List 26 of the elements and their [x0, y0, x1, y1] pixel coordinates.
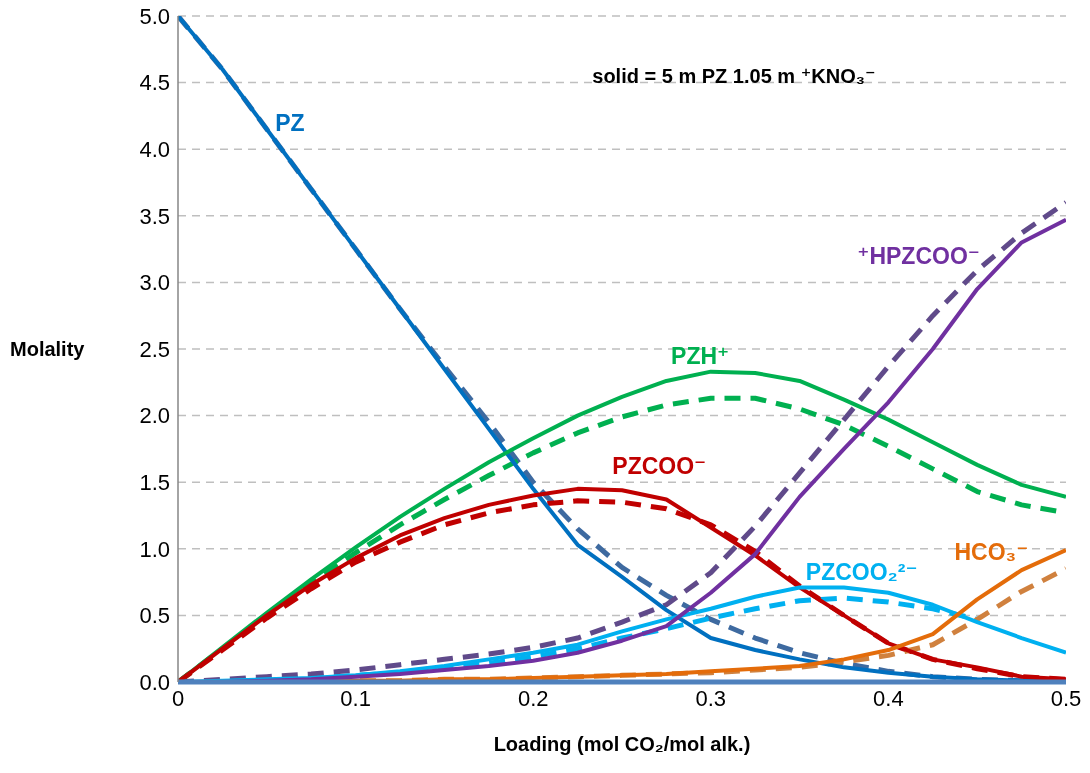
y-axis-title: Molality: [10, 338, 86, 361]
series-label: HCO₃⁻: [954, 538, 1029, 565]
y-tick-label: 1.0: [139, 536, 170, 562]
y-tick-label: 0.0: [139, 669, 170, 695]
series-label: PZCOO₂²⁻: [805, 558, 918, 585]
x-tick-label: 0.5: [1050, 685, 1082, 711]
x-tick-label: 0.1: [340, 685, 371, 711]
x-tick-label: 0: [171, 685, 185, 711]
y-tick-label: 0.5: [139, 603, 170, 629]
x-tick-label: 0.2: [517, 685, 549, 711]
y-tick-label: 5.0: [139, 3, 170, 29]
series-label: PZH⁺: [671, 342, 730, 369]
y-tick-label: 4.5: [139, 70, 170, 96]
series-label: ⁺HPZCOO⁻: [857, 242, 980, 269]
y-tick-label: 3.0: [139, 270, 170, 296]
series-label: PZ: [275, 109, 305, 136]
annotation: solid = 5 m PZ 1.05 m ⁺KNO₃⁻: [592, 65, 876, 88]
y-tick-label: 2.5: [139, 336, 170, 362]
y-tick-label: 2.0: [139, 403, 170, 429]
x-tick-label: 0.4: [873, 685, 904, 711]
x-axis-title: Loading (mol CO₂/mol alk.): [493, 733, 751, 755]
y-tick-label: 4.0: [139, 137, 170, 163]
x-tick-label: 0.3: [695, 685, 727, 711]
y-tick-label: 3.5: [139, 203, 170, 229]
series-label: PZCOO⁻: [612, 453, 707, 480]
y-tick-label: 1.5: [139, 470, 170, 496]
